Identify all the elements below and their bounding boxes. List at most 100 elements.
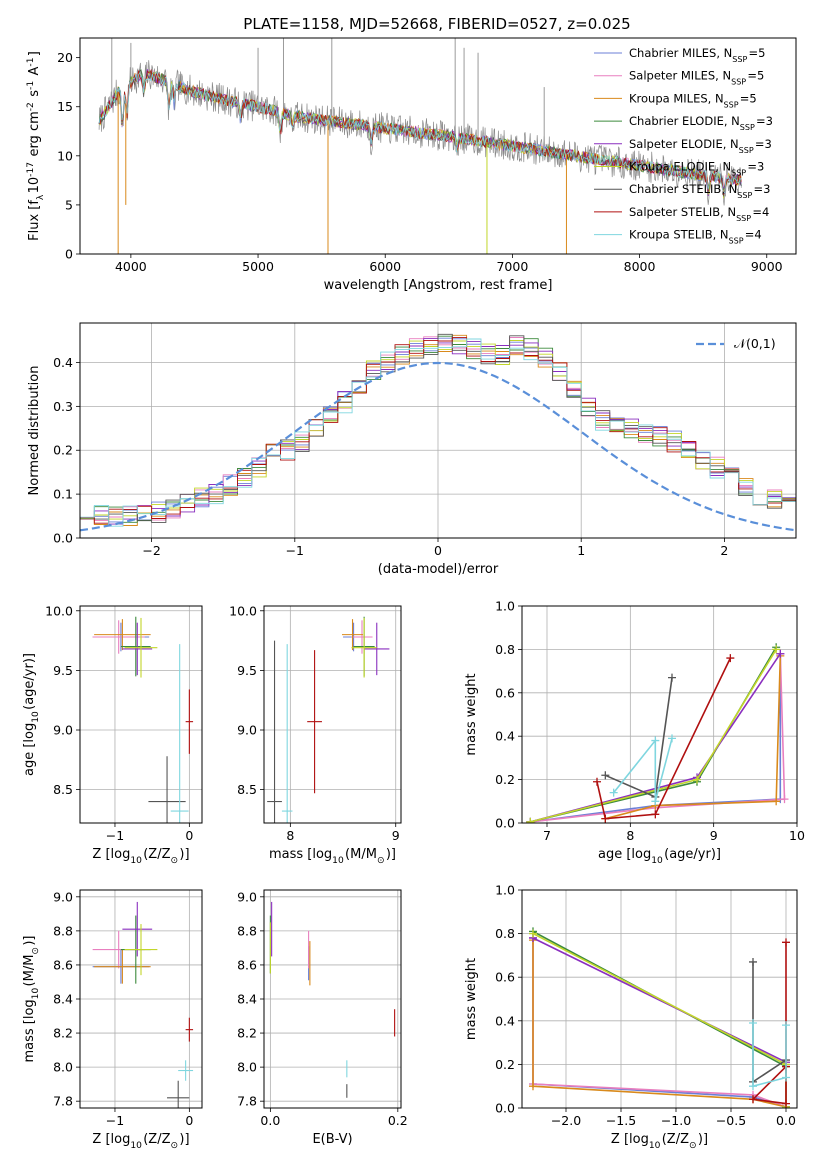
plot-area (98, 38, 742, 254)
y-tick-label: 0.1 (53, 487, 73, 502)
x-axis-label: (data-model)/error (378, 562, 499, 577)
y-tick-label: 9.0 (237, 723, 257, 738)
y-tick-label: 0.4 (495, 1013, 515, 1028)
y-tick-label: 8.2 (53, 1026, 73, 1041)
y-tick-label: 0.4 (495, 729, 515, 744)
panel-spectrum: 4000 5000 6000 7000 8000 9000 0 5 10 15 20 waveleng… (26, 37, 797, 293)
weight-marker (726, 654, 735, 663)
axes-frame (79, 605, 203, 824)
y-tick-label: 10 (57, 148, 73, 163)
x-axis-label: Z [log10 (Z/Z⊙ )] (611, 1132, 708, 1151)
panel-mass_vs_Z: −1 0 7.8 8.0 8.2 8.4 8.6 8.8 9.0 Z [log10 (Z/Z⊙ )… (22, 889, 203, 1151)
y-tick-label: 8.6 (53, 957, 73, 972)
x-tick-label: 0 (185, 828, 193, 843)
figure-title: PLATE=1158, MJD=52668, FIBERID=0527, z=0… (243, 15, 630, 33)
y-tick-label: 20 (57, 50, 73, 65)
legend-label: Salpeter STELIB, NSSP =4 (629, 205, 769, 223)
y-tick-label: 0.2 (53, 443, 73, 458)
y-axis-label: mass [log10 (M/M⊙ )] (22, 935, 41, 1062)
x-axis-label: age [log10 (age/yr)] (598, 847, 721, 866)
y-tick-label: 8.8 (237, 923, 257, 938)
weight-marker (601, 814, 610, 823)
axes-frame (263, 605, 402, 824)
y-tick-label: 7.8 (53, 1094, 73, 1109)
y-tick-label: 9.5 (237, 663, 257, 678)
weight-marker (668, 734, 676, 743)
x-tick-label: −2 (142, 543, 160, 558)
y-tick-label: 10.0 (45, 603, 73, 618)
y-tick-label: 0.6 (495, 685, 515, 700)
x-tick-label: 7000 (496, 259, 528, 274)
x-tick-label: −0.5 (716, 1113, 746, 1128)
y-tick-label: 8.2 (237, 1026, 257, 1041)
x-tick-label: 2 (720, 543, 728, 558)
panel-age_vs_mass: 8 9 8.5 9.0 9.5 10.0 mass [log10 (M/M⊙ )] (229, 603, 402, 866)
y-tick-label: 9.5 (53, 663, 73, 678)
plot-area (526, 643, 789, 823)
y-tick-label: 0.4 (53, 355, 73, 370)
y-tick-label: 5 (65, 197, 73, 212)
axes-frame (79, 37, 797, 255)
weight-marker (651, 797, 660, 806)
panel-mass_vs_ebv: 0.0 0.2 7.8 8.0 8.2 8.4 8.6 8.8 9.0 E(B-V) (237, 889, 408, 1147)
legend-label: Salpeter MILES, NSSP =5 (629, 69, 764, 87)
x-tick-label: −1 (286, 543, 304, 558)
x-axis-label: mass [log10 (M/M⊙ )] (269, 847, 396, 866)
weight-line (613, 738, 673, 802)
weight-marker (749, 1018, 757, 1027)
x-tick-label: 6000 (369, 259, 401, 274)
y-tick-label: 8.4 (53, 992, 73, 1007)
y-tick-label: 1.0 (495, 883, 515, 898)
y-tick-label: 8.0 (237, 1060, 257, 1075)
weight-marker (526, 817, 535, 823)
legend-label: Chabrier ELODIE, NSSP =3 (629, 114, 773, 132)
x-tick-label: 0 (434, 543, 442, 558)
y-tick-label: 10.0 (229, 603, 257, 618)
y-axis-label: Normed distribution (27, 366, 42, 496)
x-tick-label: 9000 (751, 259, 783, 274)
panel-age_vs_Z: −1 0 8.5 9.0 9.5 10.0 Z [log10 (Z/Z⊙ )] age [lo… (22, 603, 203, 866)
axes-frame (79, 889, 203, 1109)
weight-marker (772, 645, 781, 654)
weight-marker (749, 1095, 757, 1104)
y-tick-label: 0.8 (495, 926, 515, 941)
x-tick-label: 7 (543, 828, 551, 843)
x-tick-label: −2.0 (551, 1113, 581, 1128)
weight-line (532, 937, 787, 1107)
y-axis-label: age [log10 (age/yr)] (22, 653, 41, 776)
x-tick-label: 10 (789, 828, 805, 843)
x-tick-label: −1 (106, 828, 124, 843)
residual-histogram (80, 337, 796, 523)
y-tick-label: 0.0 (53, 531, 73, 546)
plot-area (267, 616, 390, 823)
plot-area (529, 927, 790, 1108)
x-tick-label: 5000 (242, 259, 274, 274)
weight-marker (782, 938, 790, 947)
y-tick-label: 0.8 (495, 642, 515, 657)
x-axis-label: Z [log10 (Z/Z⊙ )] (92, 1132, 189, 1151)
y-tick-label: 0.3 (53, 399, 73, 414)
residual-histogram (80, 334, 796, 526)
y-axis-label: Flux [fλ 10-17 erg cm-2 s-1 A-1 ] (26, 51, 46, 241)
weight-marker (529, 1082, 537, 1091)
weight-line (530, 653, 782, 823)
plot-area (269, 901, 396, 1098)
axes-frame (263, 889, 402, 1109)
weight-marker (529, 929, 537, 938)
x-tick-label: 9 (392, 828, 400, 843)
legend-label: Kroupa MILES, NSSP =5 (629, 91, 757, 109)
y-tick-label: 0.0 (495, 1101, 515, 1116)
x-tick-label: 0.2 (388, 1113, 408, 1128)
axes-frame (79, 322, 797, 539)
x-tick-label: 0 (185, 1113, 193, 1128)
axes-frame (521, 889, 798, 1109)
y-tick-label: 1.0 (495, 599, 515, 614)
weight-marker (668, 673, 676, 682)
weight-marker (782, 1021, 790, 1030)
y-tick-label: 9.0 (53, 723, 73, 738)
x-tick-label: −1 (106, 1113, 124, 1128)
x-tick-label: 8 (286, 828, 294, 843)
x-axis-label: E(B-V) (312, 1132, 352, 1147)
weight-marker (749, 957, 757, 966)
